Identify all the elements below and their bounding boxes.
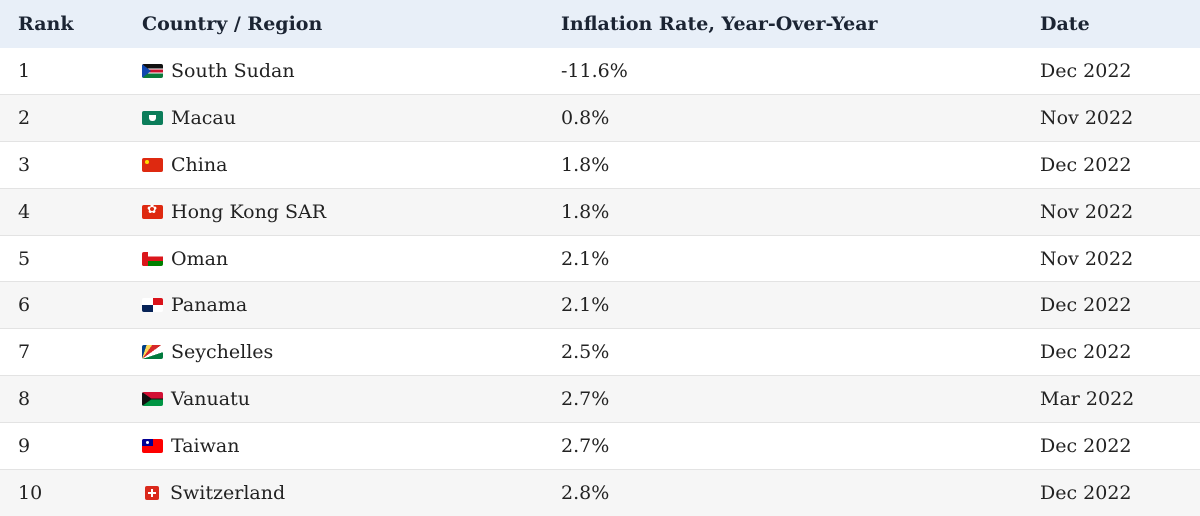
table-row: 5 Oman 2.1% Nov 2022: [0, 235, 1200, 282]
rate-cell: 1.8%: [561, 200, 610, 223]
country-name: South Sudan: [171, 60, 295, 83]
rank-cell: 8: [18, 387, 31, 410]
rank-cell: 4: [18, 200, 31, 223]
rate-cell: 2.8%: [561, 481, 610, 504]
country-name: China: [171, 153, 228, 176]
country-name: Taiwan: [171, 434, 240, 457]
table-row: 2 Macau 0.8% Nov 2022: [0, 94, 1200, 142]
country-cell: Oman: [142, 235, 561, 282]
table-header: Rank Country / Region Inflation Rate, Ye…: [0, 0, 1200, 48]
rate-cell: -11.6%: [561, 60, 628, 83]
rank-cell: 7: [18, 341, 31, 364]
rate-cell: 2.1%: [561, 294, 610, 317]
country-cell: Panama: [142, 282, 561, 329]
rank-cell: 9: [18, 434, 31, 457]
country-name: Oman: [171, 247, 229, 270]
header-date[interactable]: Date: [1040, 13, 1090, 35]
table-row: 6 Panama 2.1% Dec 2022: [0, 281, 1200, 329]
rate-cell: 2.7%: [561, 434, 610, 457]
seychelles-flag-icon: [142, 345, 163, 360]
rank-cell: 2: [18, 107, 31, 130]
table-row: 4 Hong Kong SAR 1.8% Nov 2022: [0, 188, 1200, 236]
table-row: 10 Switzerland 2.8% Dec 2022: [0, 469, 1200, 516]
table-body: 1 South Sudan -11.6% Dec 2022 2 Macau 0.…: [0, 48, 1200, 516]
header-row: Rank Country / Region Inflation Rate, Ye…: [0, 0, 1200, 48]
date-cell: Dec 2022: [1040, 341, 1132, 364]
rank-cell: 5: [18, 247, 31, 270]
switzerland-flag-icon: [145, 485, 159, 500]
country-cell: Macau: [142, 95, 561, 142]
country-cell: China: [142, 142, 561, 189]
china-flag-icon: [142, 157, 163, 172]
date-cell: Dec 2022: [1040, 153, 1132, 176]
macau-flag-icon: [142, 111, 163, 126]
table-row: 3 China 1.8% Dec 2022: [0, 142, 1200, 189]
date-cell: Dec 2022: [1040, 60, 1132, 83]
header-rank[interactable]: Rank: [18, 13, 74, 35]
country-name: Hong Kong SAR: [171, 200, 327, 223]
taiwan-flag-icon: [142, 438, 163, 453]
rate-cell: 0.8%: [561, 107, 610, 130]
country-cell: South Sudan: [142, 48, 561, 95]
table-row: 7 Seychelles 2.5% Dec 2022: [0, 329, 1200, 376]
date-cell: Dec 2022: [1040, 481, 1132, 504]
country-cell: Seychelles: [142, 329, 561, 376]
table-row: 1 South Sudan -11.6% Dec 2022: [0, 48, 1200, 95]
header-country[interactable]: Country / Region: [142, 13, 323, 35]
rank-cell: 6: [18, 294, 31, 317]
rank-cell: 1: [18, 60, 31, 83]
country-cell: Hong Kong SAR: [142, 188, 561, 235]
rate-cell: 2.7%: [561, 387, 610, 410]
country-name: Panama: [171, 294, 248, 317]
date-cell: Nov 2022: [1040, 107, 1134, 130]
hong-kong-flag-icon: [142, 204, 163, 219]
table-row: 8 Vanuatu 2.7% Mar 2022: [0, 375, 1200, 423]
country-cell: Switzerland: [142, 469, 561, 516]
vanuatu-flag-icon: [142, 391, 163, 406]
date-cell: Dec 2022: [1040, 294, 1132, 317]
country-name: Seychelles: [171, 341, 274, 364]
rank-cell: 3: [18, 153, 31, 176]
rank-cell: 10: [18, 481, 43, 504]
date-cell: Nov 2022: [1040, 247, 1134, 270]
rate-cell: 2.1%: [561, 247, 610, 270]
south-sudan-flag-icon: [142, 64, 163, 79]
oman-flag-icon: [142, 251, 163, 266]
country-name: Switzerland: [170, 481, 286, 504]
header-rate[interactable]: Inflation Rate, Year-Over-Year: [561, 13, 878, 35]
date-cell: Mar 2022: [1040, 387, 1135, 410]
panama-flag-icon: [142, 298, 163, 313]
date-cell: Nov 2022: [1040, 200, 1134, 223]
country-cell: Taiwan: [142, 422, 561, 469]
date-cell: Dec 2022: [1040, 434, 1132, 457]
country-cell: Vanuatu: [142, 376, 561, 423]
rate-cell: 1.8%: [561, 153, 610, 176]
country-name: Macau: [171, 107, 236, 130]
rate-cell: 2.5%: [561, 341, 610, 364]
country-name: Vanuatu: [171, 387, 250, 410]
table-row: 9 Taiwan 2.7% Dec 2022: [0, 422, 1200, 470]
